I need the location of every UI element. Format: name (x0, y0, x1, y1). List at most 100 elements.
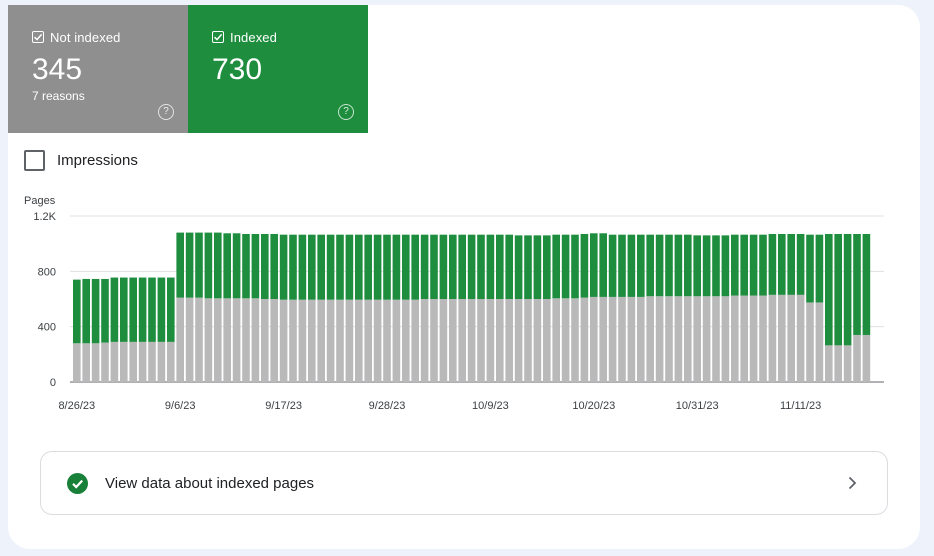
bar-indexed (702, 235, 711, 297)
bar-not-indexed (411, 299, 419, 382)
bar-not-indexed (458, 299, 466, 382)
bar-not-indexed (571, 298, 579, 382)
bar-indexed (289, 234, 297, 300)
bar-indexed (373, 234, 382, 300)
bar-not-indexed (834, 345, 842, 382)
bar-not-indexed (702, 296, 711, 382)
bar-indexed (796, 233, 805, 295)
view-indexed-pages-label: View data about indexed pages (105, 474, 315, 492)
bar-not-indexed (825, 345, 833, 382)
bar-indexed (214, 232, 222, 299)
bar-indexed (590, 233, 598, 297)
not-indexed-reasons: 7 reasons (32, 89, 85, 103)
bar-indexed (185, 232, 194, 298)
bar-indexed (101, 278, 109, 343)
bar-not-indexed (778, 294, 786, 382)
bar-not-indexed (749, 295, 758, 382)
bar-not-indexed (449, 299, 457, 382)
bar-not-indexed (815, 302, 824, 382)
impressions-toggle[interactable]: Impressions (24, 150, 138, 171)
bar-indexed (627, 234, 636, 297)
bar-indexed (552, 234, 560, 299)
not-indexed-tile[interactable]: Not indexed 345 7 reasons ? (8, 5, 188, 133)
help-icon[interactable]: ? (338, 104, 354, 120)
view-indexed-pages-link[interactable]: View data about indexed pages (40, 451, 888, 515)
bar-indexed (533, 235, 542, 299)
bar-indexed (298, 234, 307, 300)
bar-not-indexed (665, 296, 673, 382)
bar-indexed (157, 277, 166, 342)
bar-indexed (561, 234, 570, 299)
bar-indexed (91, 278, 100, 344)
help-icon[interactable]: ? (158, 104, 174, 120)
bar-indexed (806, 234, 814, 303)
x-tick-label: 10/31/23 (676, 400, 719, 412)
bar-not-indexed (796, 294, 805, 382)
bar-not-indexed (345, 299, 354, 382)
bar-indexed (731, 234, 739, 296)
not-indexed-checkbox[interactable] (32, 31, 44, 43)
y-tick-label: 800 (38, 266, 56, 278)
bar-not-indexed (242, 298, 250, 382)
bar-indexed (834, 233, 842, 346)
bar-indexed (580, 233, 589, 298)
bar-not-indexed (608, 296, 617, 382)
bar-not-indexed (73, 343, 81, 382)
bar-not-indexed (261, 299, 269, 382)
bar-indexed (73, 279, 81, 344)
bar-not-indexed (364, 299, 372, 382)
bar-indexed (364, 234, 372, 300)
bar-not-indexed (270, 299, 278, 382)
bar-not-indexed (308, 299, 316, 382)
indexed-checkbox[interactable] (212, 31, 224, 43)
bar-not-indexed (580, 297, 589, 382)
bar-indexed (825, 233, 833, 346)
bar-not-indexed (383, 299, 391, 382)
indexing-card: Not indexed 345 7 reasons ? Indexed 730 … (8, 5, 920, 549)
bar-indexed (420, 234, 429, 299)
bar-indexed (176, 232, 184, 298)
bar-indexed (599, 233, 607, 297)
bar-indexed (768, 233, 777, 295)
y-tick-label: 1.2K (33, 211, 56, 223)
bar-indexed (355, 234, 363, 300)
bar-not-indexed (110, 341, 119, 382)
bar-not-indexed (157, 341, 166, 382)
x-tick-label: 9/17/23 (265, 400, 302, 412)
bar-not-indexed (91, 343, 100, 382)
bar-not-indexed (185, 297, 194, 382)
bar-indexed (655, 234, 664, 297)
bar-not-indexed (590, 296, 598, 382)
bar-not-indexed (674, 296, 683, 382)
bar-indexed (787, 233, 795, 295)
bar-not-indexed (561, 298, 570, 382)
bar-indexed (646, 234, 654, 297)
bar-indexed (345, 234, 354, 300)
indexed-count: 730 (212, 53, 263, 86)
bar-not-indexed (392, 299, 401, 382)
bar-not-indexed (721, 296, 730, 382)
bar-indexed (740, 234, 748, 296)
bar-not-indexed (759, 295, 767, 382)
bar-indexed (458, 234, 466, 299)
bar-not-indexed (618, 296, 626, 382)
indexed-tile[interactable]: Indexed 730 ? (188, 5, 368, 133)
bar-indexed (204, 232, 213, 299)
impressions-label: Impressions (57, 152, 138, 169)
bar-indexed (684, 234, 692, 297)
bar-not-indexed (505, 299, 513, 382)
bar-not-indexed (129, 341, 137, 382)
bar-not-indexed (101, 342, 109, 382)
bar-not-indexed (543, 299, 551, 382)
bar-not-indexed (317, 299, 325, 382)
bar-indexed (496, 234, 504, 299)
bar-not-indexed (740, 295, 748, 382)
bar-indexed (148, 277, 156, 342)
bar-not-indexed (251, 298, 260, 382)
bar-indexed (815, 234, 824, 303)
not-indexed-label: Not indexed (50, 29, 121, 45)
bar-indexed (486, 234, 495, 299)
bar-indexed (308, 234, 316, 300)
impressions-checkbox[interactable] (24, 150, 45, 171)
bar-not-indexed (120, 341, 128, 382)
